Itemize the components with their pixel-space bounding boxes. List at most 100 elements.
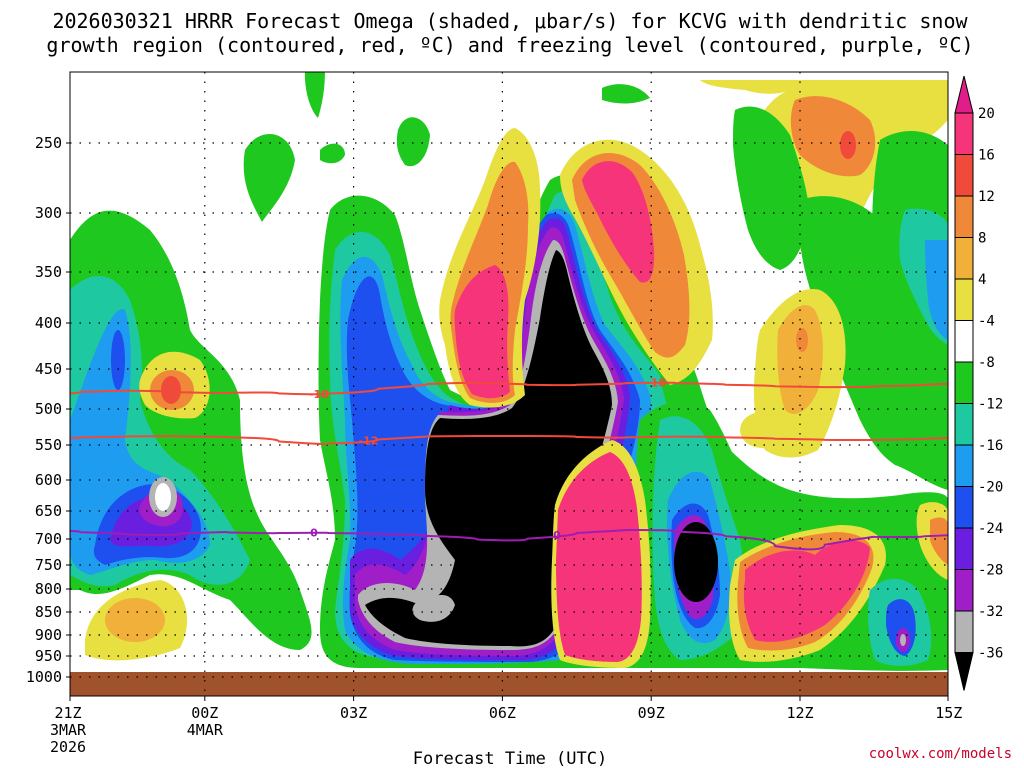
sky-far-right: [925, 240, 948, 340]
y-tick-label: 250: [35, 134, 62, 152]
colorbar-label: -20: [978, 480, 1003, 496]
colorbar-label: -28: [978, 563, 1003, 579]
colorbar-segment: [954, 112, 974, 155]
descent-center-pink: [454, 265, 510, 399]
x-tick-label: 03Z: [340, 704, 367, 722]
colorbar-segment: [954, 154, 974, 197]
colorbar-label: -16: [978, 438, 1003, 454]
colorbar: 20 16 12 8 4 -4 -8 -12 -16 -20 -24 -28 -32 -36: [954, 75, 1003, 691]
colorbar-segment: [954, 278, 974, 321]
descent-right-pink: [582, 161, 655, 283]
colorbar-label: 12: [978, 189, 995, 205]
descent-lower-right-pink: [743, 540, 870, 642]
omega-shading: [70, 72, 948, 671]
green-puff-6: [320, 143, 345, 164]
colorbar-segment: [954, 320, 974, 363]
colorbar-label: -12: [978, 397, 1003, 413]
colorbar-segment: [954, 444, 974, 487]
green-puff-2: [304, 72, 325, 118]
ascent-left-white: [155, 483, 171, 511]
colorbar-label: 4: [978, 272, 986, 288]
yellow-right-small: [740, 412, 784, 448]
x-tick-label: 00Z: [191, 704, 218, 722]
y-tick-label: 550: [35, 436, 62, 454]
y-tick-label: 800: [35, 580, 62, 598]
colorbar-segment: [954, 569, 974, 612]
x-tick-label: 15Z: [935, 704, 962, 722]
colorbar-label: 16: [978, 148, 995, 164]
grid-lines: [70, 72, 948, 696]
y-tick-label: 950: [35, 647, 62, 665]
colorbar-segment: [954, 403, 974, 446]
contour-label--18: -18: [646, 376, 666, 389]
y-tick-label: 300: [35, 204, 62, 222]
green-puff-3: [396, 117, 430, 167]
green-upper-right: [733, 106, 810, 270]
colorbar-segment: [954, 195, 974, 238]
colorbar-label: -36: [978, 646, 1003, 662]
y-tick-label: 600: [35, 471, 62, 489]
contour-label-0: 0: [310, 527, 318, 540]
chart-title-line-1: 2026030321 HRRR Forecast Omega (shaded, …: [52, 9, 968, 33]
credit-text[interactable]: coolwx.com/models: [869, 746, 1012, 762]
plot-frame: [69, 71, 949, 697]
contour-label--12: -12: [359, 435, 379, 448]
green-puff-1: [243, 133, 295, 222]
y-tick-label: 400: [35, 314, 62, 332]
x-tick-label: 06Z: [489, 704, 516, 722]
x-tick-label: 12Z: [786, 704, 813, 722]
colorbar-bottom-arrow: [954, 652, 974, 691]
contour-label-0: 0: [553, 529, 561, 542]
contour--18: [70, 381, 948, 396]
x-tick-year: 2026: [50, 738, 86, 756]
contour-label--18: -18: [309, 388, 329, 401]
ascent-center-black: [365, 250, 612, 647]
ascent-center-grey-notch: [412, 595, 455, 622]
y-tick-label: 450: [35, 360, 62, 378]
descent-br-edge-2: [930, 517, 948, 565]
x-tick-date: 4MAR: [187, 721, 224, 739]
y-tick-label: 350: [35, 263, 62, 281]
descent-bl-orange: [105, 598, 165, 642]
ascent-right-black: [674, 522, 718, 602]
plot-area: -18 -18 -12 0 0: [70, 72, 948, 696]
colorbar-segment: [954, 610, 974, 653]
colorbar-label: -32: [978, 604, 1003, 620]
x-axis-title: Forecast Time (UTC): [413, 749, 607, 768]
colorbar-label: 8: [978, 231, 986, 247]
colorbar-label: 20: [978, 106, 995, 122]
y-axis: 250 300 350 400 450 500 550 600 650 700 750 800 850 9…: [26, 134, 70, 686]
red-right-mid: [796, 328, 808, 352]
x-tick-date: 3MAR: [50, 721, 87, 739]
x-tick-label: 21Z: [54, 704, 81, 722]
descent-mid-red: [840, 131, 856, 159]
contour-lines: -18 -18 -12 0 0: [70, 376, 948, 551]
y-tick-label: 650: [35, 502, 62, 520]
colorbar-label: -8: [978, 355, 995, 371]
y-tick-label: 750: [35, 556, 62, 574]
contour-0: [70, 528, 948, 551]
colorbar-label: -4: [978, 314, 995, 330]
descent-left-red: [161, 376, 181, 404]
y-tick-label: 700: [35, 530, 62, 548]
ground-band: [70, 672, 948, 696]
colorbar-segment: [954, 486, 974, 529]
colorbar-label: -24: [978, 521, 1003, 537]
y-tick-label: 900: [35, 626, 62, 644]
descent-mid-orange: [790, 96, 876, 177]
colorbar-segment: [954, 361, 974, 404]
contour--12: [70, 434, 948, 446]
y-tick-label: 500: [35, 400, 62, 418]
chart-title-line-2: growth region (contoured, red, ºC) and f…: [46, 33, 973, 57]
y-tick-label: 1000: [26, 668, 62, 686]
ascent-left-sky-streak: [111, 330, 125, 390]
descent-bottom-pink-2: [556, 452, 642, 662]
ascent-br-grey: [900, 634, 906, 646]
colorbar-segment: [954, 527, 974, 570]
x-tick-label: 09Z: [638, 704, 665, 722]
green-puff-4: [602, 84, 650, 104]
colorbar-top-arrow: [954, 75, 974, 114]
y-tick-label: 850: [35, 603, 62, 621]
